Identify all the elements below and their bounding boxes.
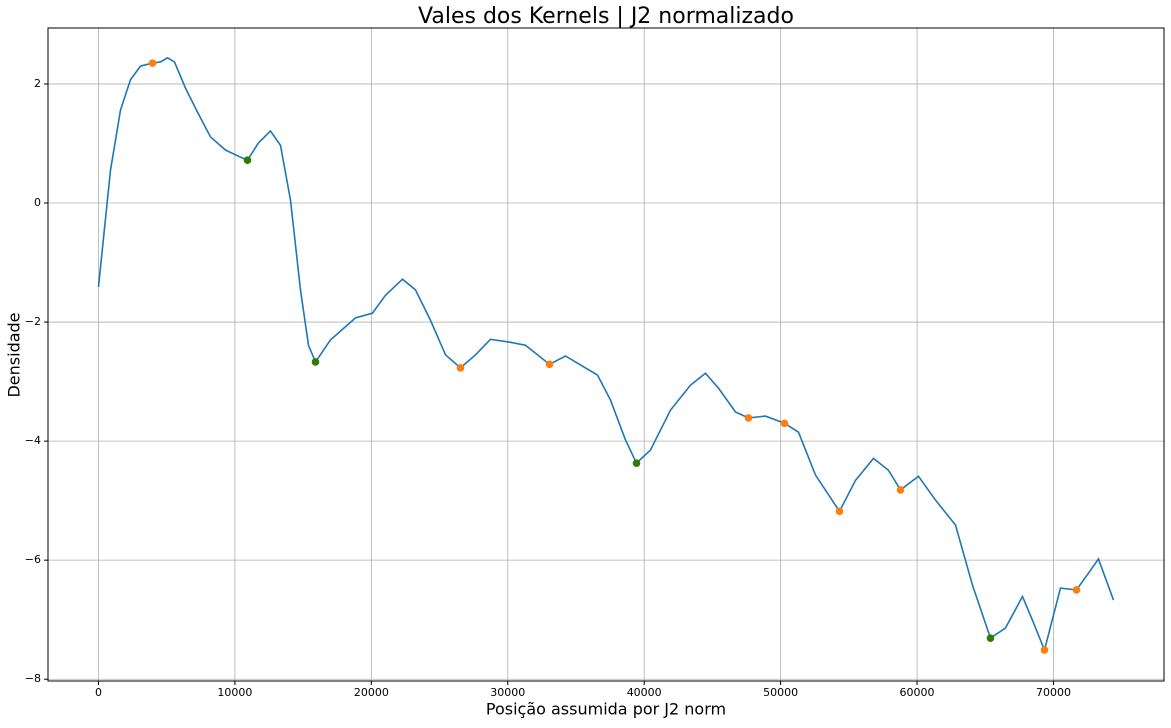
data-line bbox=[97, 56, 1115, 653]
x-tick-label: 30000 bbox=[490, 686, 525, 699]
data-point bbox=[835, 507, 844, 516]
data-point bbox=[456, 364, 465, 372]
data-point bbox=[545, 360, 554, 369]
chart-title: Vales dos Kernels | J2 normalizado bbox=[418, 4, 794, 29]
x-tick-label: 0 bbox=[95, 686, 102, 699]
data-point bbox=[632, 459, 641, 467]
plot-frame bbox=[47, 27, 1165, 682]
x-tick-label: 60000 bbox=[900, 686, 935, 699]
y-tick-label: −8 bbox=[25, 672, 41, 685]
data-point bbox=[1040, 646, 1049, 654]
x-axis-label: Posição assumida por J2 norm bbox=[486, 700, 726, 719]
data-point bbox=[986, 634, 995, 642]
data-point bbox=[896, 486, 905, 494]
y-tick-label: −2 bbox=[25, 315, 41, 328]
data-point bbox=[1072, 586, 1081, 594]
data-point bbox=[780, 419, 789, 428]
data-point bbox=[148, 59, 157, 67]
x-tick-label: 10000 bbox=[217, 686, 252, 699]
data-point bbox=[744, 414, 753, 422]
x-tick-label: 70000 bbox=[1036, 686, 1071, 699]
y-tick-label: −4 bbox=[25, 434, 41, 447]
y-tick-label: 0 bbox=[34, 196, 41, 209]
y-tick-label: −6 bbox=[25, 553, 41, 566]
x-tick-label: 20000 bbox=[354, 686, 389, 699]
y-axis-label: Densidade bbox=[5, 312, 24, 397]
x-tick-label: 50000 bbox=[763, 686, 798, 699]
x-tick-label: 40000 bbox=[627, 686, 662, 699]
y-tick-label: 2 bbox=[34, 77, 41, 90]
data-point bbox=[311, 358, 320, 366]
data-point bbox=[243, 156, 252, 164]
